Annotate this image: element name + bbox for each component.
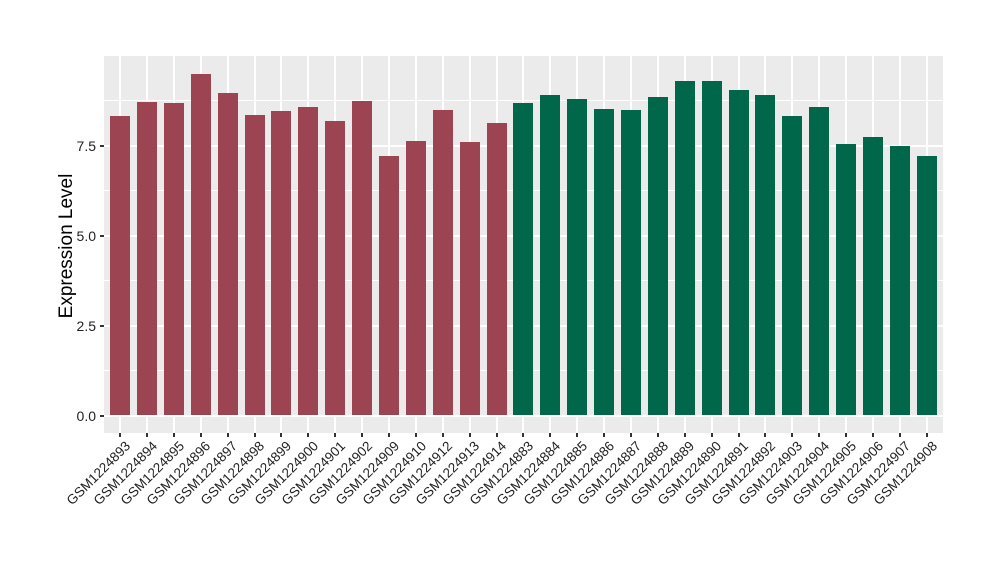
x-tick-mark <box>925 433 928 437</box>
bar-GSM1224910 <box>405 140 426 416</box>
bar-GSM1224914 <box>486 122 507 416</box>
x-tick-mark <box>253 433 256 437</box>
bar-GSM1224905 <box>836 144 857 416</box>
bar-GSM1224897 <box>217 92 238 416</box>
bar-GSM1224896 <box>190 73 211 416</box>
y-tick-mark <box>100 144 104 147</box>
bar-GSM1224903 <box>782 115 803 416</box>
bar-GSM1224907 <box>889 145 910 416</box>
x-tick-mark <box>307 433 310 437</box>
bar-GSM1224890 <box>701 80 722 416</box>
x-tick-mark <box>737 433 740 437</box>
x-tick-mark <box>603 433 606 437</box>
bar-GSM1224886 <box>594 109 615 416</box>
x-tick-mark <box>656 433 659 437</box>
x-tick-mark <box>388 433 390 437</box>
bar-GSM1224899 <box>271 110 292 416</box>
x-tick-mark <box>522 433 525 437</box>
x-tick-mark <box>119 433 122 437</box>
y-tick-label: 0.0 <box>76 407 96 424</box>
x-tick-mark <box>845 433 848 437</box>
x-tick-mark <box>495 433 498 437</box>
x-tick-mark <box>280 433 283 437</box>
bar-GSM1224888 <box>647 97 668 416</box>
bar-GSM1224909 <box>379 156 399 416</box>
bar-GSM1224902 <box>352 100 373 416</box>
bar-GSM1224887 <box>621 109 641 416</box>
bar-GSM1224885 <box>567 99 588 416</box>
bar-GSM1224906 <box>863 137 884 416</box>
x-tick-mark <box>818 433 821 437</box>
y-tick-label: 7.5 <box>76 137 96 154</box>
x-tick-mark <box>791 433 794 437</box>
x-tick-mark <box>764 433 767 437</box>
bar-GSM1224891 <box>728 90 749 416</box>
y-tick-label: 5.0 <box>76 227 96 244</box>
bar-GSM1224900 <box>298 106 319 416</box>
x-tick-mark <box>145 433 148 437</box>
bar-GSM1224908 <box>916 155 937 416</box>
y-tick-mark <box>100 234 104 237</box>
x-tick-mark <box>414 433 417 437</box>
bar-GSM1224892 <box>755 95 776 416</box>
x-tick-mark <box>872 433 875 437</box>
bar-GSM1224883 <box>513 103 534 416</box>
x-tick-mark <box>898 433 901 437</box>
bar-GSM1224894 <box>136 101 157 416</box>
x-tick-mark <box>710 433 713 437</box>
bar-GSM1224898 <box>244 115 265 416</box>
bar-GSM1224912 <box>432 110 453 416</box>
x-tick-mark <box>468 433 471 437</box>
x-tick-mark <box>576 433 579 437</box>
plot-panel <box>104 56 943 433</box>
bar-GSM1224913 <box>459 142 480 416</box>
x-tick-mark <box>361 433 364 437</box>
bar-GSM1224901 <box>325 121 346 416</box>
x-tick-mark <box>549 433 552 437</box>
y-axis-title: Expression Level <box>56 173 77 319</box>
x-tick-mark <box>334 433 337 437</box>
x-tick-mark <box>630 433 632 437</box>
bar-GSM1224884 <box>540 95 561 416</box>
x-tick-mark <box>683 433 686 437</box>
bar-GSM1224904 <box>809 107 830 416</box>
bar-GSM1224889 <box>674 81 695 416</box>
y-tick-mark <box>100 414 104 417</box>
x-tick-mark <box>199 433 202 437</box>
bar-GSM1224893 <box>110 115 131 416</box>
x-tick-mark <box>172 433 175 437</box>
y-tick-label: 2.5 <box>76 317 96 334</box>
x-tick-mark <box>441 433 444 437</box>
x-tick-mark <box>226 433 229 437</box>
bar-GSM1224895 <box>163 103 184 416</box>
y-tick-mark <box>100 324 104 327</box>
